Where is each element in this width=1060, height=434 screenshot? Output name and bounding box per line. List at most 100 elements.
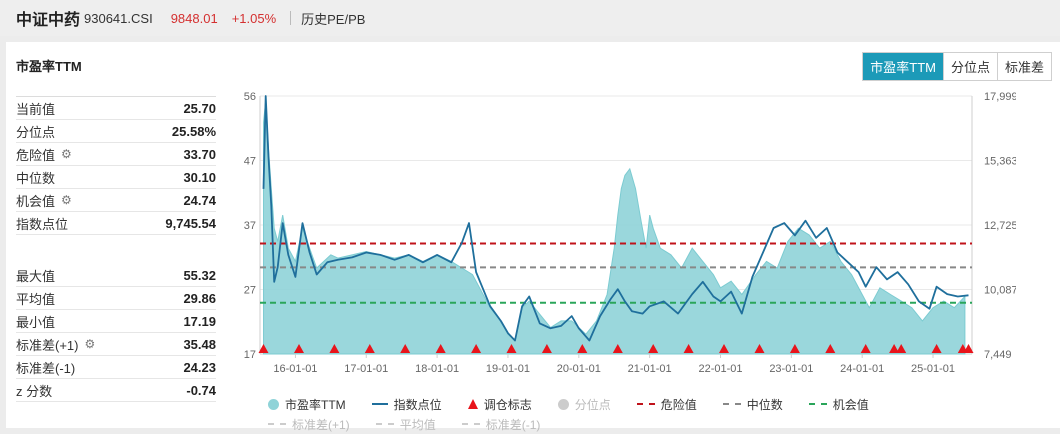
x-tick-label: 23-01-01 (769, 363, 813, 375)
legend-swatch (375, 423, 394, 425)
legend-label: 平均值 (399, 417, 436, 432)
panel-title: 市盈率TTM (16, 59, 82, 74)
index-name: 中证中药 (16, 12, 81, 29)
rebalance-marker (963, 344, 974, 353)
legend-label: 指数点位 (393, 397, 442, 412)
index-change: +1.05% (231, 10, 277, 26)
stat-value: 25.70 (183, 100, 216, 116)
stat-value: 9,745.54 (165, 215, 216, 231)
tab-pe-ttm[interactable]: 市盈率TTM (863, 53, 943, 80)
stat-label: z 分数 (16, 383, 53, 399)
header-divider (290, 11, 292, 25)
gear-icon[interactable]: ⚙ (61, 147, 72, 161)
legend-swatch (371, 403, 388, 405)
x-tick-label: 16-01-01 (273, 363, 317, 375)
legend-swatch (557, 398, 569, 410)
legend-index-level[interactable]: 指数点位 (371, 396, 442, 413)
x-tick-label: 20-01-01 (557, 363, 601, 375)
tab-std-dev[interactable]: 标准差 (996, 53, 1051, 80)
stat-label: 危险值 (16, 147, 56, 163)
rebalance-marker (889, 344, 900, 353)
rebalance-marker (683, 344, 694, 353)
stat-label: 中位数 (16, 170, 56, 186)
y-right-tick-label: 7,449 (984, 349, 1012, 361)
y-right-tick-label: 15,363 (984, 156, 1016, 168)
history-pe-pb-link[interactable]: 历史PE/PB (301, 11, 366, 27)
legend-average[interactable]: 平均值 (375, 416, 436, 433)
stat-row: 分位点 25.58% (16, 120, 216, 143)
rebalance-marker (931, 344, 942, 353)
stat-row: 当前值 25.70 (16, 97, 216, 120)
legend-pe-ttm[interactable]: 市盈率TTM (268, 396, 346, 413)
x-tick-label: 19-01-01 (486, 363, 530, 375)
x-tick-label: 17-01-01 (344, 363, 388, 375)
stats-current: 当前值 25.70 分位点 25.58% 危险值 ⚙ 33.70 中位数 30.10 机会… (16, 96, 216, 235)
gear-icon[interactable]: ⚙ (61, 193, 72, 207)
stat-row: 最大值 55.32 (16, 264, 216, 287)
y-left-tick-label: 17 (244, 349, 256, 361)
x-tick-label: 18-01-01 (415, 363, 459, 375)
stat-value: 29.86 (183, 290, 216, 306)
index-level-line (262, 95, 969, 342)
rebalance-marker (541, 344, 552, 353)
rebalance-marker (400, 344, 411, 353)
stat-row: 标准差(-1) 24.23 (16, 356, 216, 379)
legend-label: 标准差(+1) (292, 417, 350, 432)
legend-swatch (636, 403, 655, 405)
stat-value: 35.48 (183, 336, 216, 352)
pe-ttm-area (262, 100, 966, 355)
stats-divider (16, 96, 216, 97)
stat-row: 最小值 17.19 (16, 310, 216, 333)
legend-label: 标准差(-1) (485, 417, 541, 432)
legend-label: 调仓标志 (483, 397, 532, 412)
stat-value: 24.74 (183, 192, 216, 208)
stat-label: 最大值 (16, 268, 56, 284)
legend-swatch (268, 423, 286, 425)
legend-std-plus[interactable]: 标准差(+1) (268, 416, 350, 433)
stat-label: 分位点 (16, 124, 56, 140)
legend-swatch (268, 398, 279, 410)
rebalance-marker (719, 344, 729, 353)
legend-label: 危险值 (660, 397, 697, 412)
pe-chart[interactable]: 56 47 37 27 17 17,999 15,363 12,725 10,087 7,449 1… (236, 82, 1016, 392)
rebalance-marker (754, 344, 765, 353)
legend-swatch (808, 403, 827, 405)
legend-label: 市盈率TTM (285, 397, 346, 412)
rebalance-marker (789, 344, 800, 353)
stat-value: 55.32 (183, 267, 216, 283)
legend-std-minus[interactable]: 标准差(-1) (461, 416, 541, 433)
legend-label: 中位数 (746, 397, 783, 412)
legend-rebalance[interactable]: 调仓标志 (467, 396, 532, 413)
legend-swatch (467, 399, 478, 409)
legend-opportunity[interactable]: 机会值 (808, 396, 869, 413)
stat-row: 中位数 30.10 (16, 166, 216, 189)
rebalance-marker (896, 344, 907, 353)
legend-swatch (722, 403, 741, 405)
legend-median[interactable]: 中位数 (722, 396, 783, 413)
stat-label: 机会值 (16, 193, 56, 209)
y-left-tick-label: 47 (244, 156, 256, 168)
rebalance-marker (648, 344, 659, 353)
rebalance-marker (471, 344, 482, 353)
y-right-tick-label: 10,087 (984, 285, 1016, 297)
stat-row: 危险值 ⚙ 33.70 (16, 143, 216, 166)
rebalance-marker (294, 344, 304, 353)
y-right-tick-label: 12,725 (984, 220, 1016, 232)
stat-label-wrap: 机会值 ⚙ (16, 191, 72, 210)
legend-swatch (461, 423, 480, 425)
x-tick-label: 25-01-01 (911, 363, 955, 375)
legend-danger[interactable]: 危险值 (636, 396, 697, 413)
legend-percentile[interactable]: 分位点 (557, 396, 611, 413)
stat-value: 33.70 (183, 146, 216, 162)
index-code: 930641.CSI (84, 10, 153, 26)
valuation-panel: 市盈率TTM 市盈率TTM 分位点 标准差 当前值 25.70 分位点 25.58%… (6, 42, 1060, 432)
y-left-tick-label: 37 (244, 220, 256, 232)
rebalance-marker (435, 344, 446, 353)
gear-icon[interactable]: ⚙ (84, 337, 96, 351)
tab-percentile[interactable]: 分位点 (942, 53, 997, 80)
stat-value: -0.74 (186, 382, 216, 398)
chart-legend: 市盈率TTM 指数点位 调仓标志 分位点 危险值 中位数 机会值 标准差(+1)… (268, 394, 1028, 434)
stat-value: 25.58% (171, 123, 216, 139)
stat-label: 标准差(+1) (16, 337, 79, 353)
stat-label: 平均值 (16, 291, 56, 307)
